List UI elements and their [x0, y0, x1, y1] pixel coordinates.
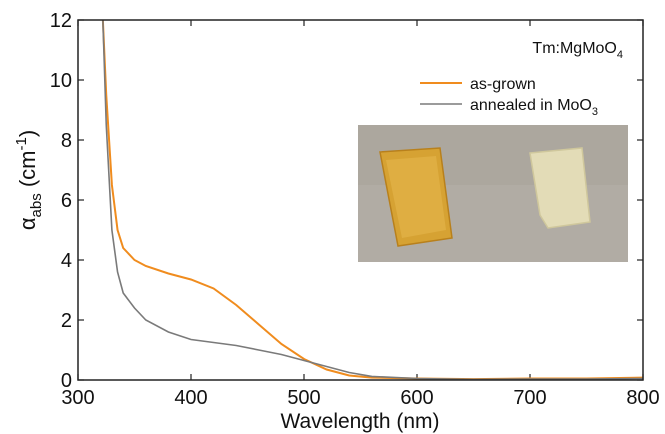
x-tick-label: 300 — [61, 387, 94, 409]
plot-frame — [77, 19, 644, 381]
legend-label: as-grown — [470, 76, 536, 93]
y-label-part: -1 — [13, 137, 30, 150]
y-tick-label: 2 — [61, 310, 72, 332]
y-label-part: abs — [28, 193, 45, 217]
y-tick-label: 0 — [61, 370, 72, 392]
y-label-part: (cm — [15, 151, 40, 194]
legend-label-part: annealed in MoO — [470, 97, 592, 114]
x-axis-label: Wavelength (nm) — [280, 410, 439, 433]
legend-label: annealed in MoO3 — [470, 97, 598, 118]
y-tick-label: 4 — [61, 250, 72, 272]
x-tick-label: 500 — [287, 387, 320, 409]
y-tick-label: 8 — [61, 130, 72, 152]
x-tick-label: 800 — [626, 387, 659, 409]
x-tick-label: 400 — [174, 387, 207, 409]
legend-label-part: as-grown — [470, 76, 536, 93]
y-tick-label: 12 — [50, 10, 72, 32]
y-tick-label: 6 — [61, 190, 72, 212]
y-tick-label: 10 — [50, 70, 72, 92]
annotation-part: Tm:MgMoO — [532, 40, 616, 57]
annotation-part: 4 — [617, 49, 623, 61]
y-axis-label: αabs (cm-1) — [13, 130, 45, 230]
x-tick-label: 600 — [400, 387, 433, 409]
series-line — [102, 20, 643, 380]
legend-label-part: 3 — [592, 106, 598, 118]
x-tick-label: 700 — [513, 387, 546, 409]
y-label-part: α — [15, 217, 40, 230]
annotation: Tm:MgMoO4 — [532, 40, 623, 61]
inset-photo — [358, 125, 628, 262]
y-label-part: ) — [15, 130, 40, 137]
